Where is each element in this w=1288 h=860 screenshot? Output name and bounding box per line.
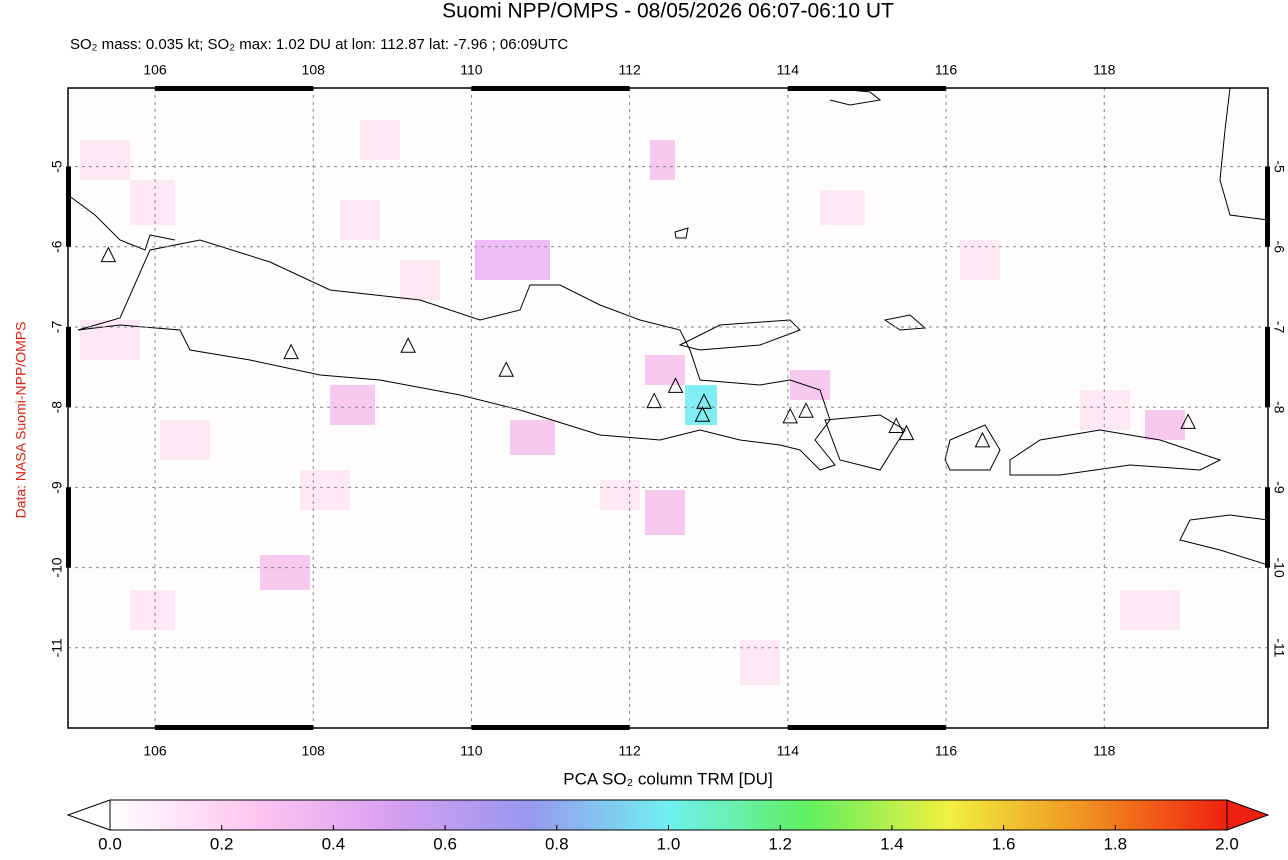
volcano bbox=[1180, 413, 1196, 429]
x-tick-label: 108 bbox=[302, 743, 326, 759]
x-tick-label: 106 bbox=[143, 743, 167, 759]
colorbar-tick-label: 2.0 bbox=[1215, 834, 1239, 853]
volcano bbox=[974, 431, 991, 448]
retrieval-pixels bbox=[260, 140, 1185, 590]
colorbar-tick-label: 1.6 bbox=[992, 834, 1016, 853]
volcano bbox=[283, 343, 299, 360]
colorbar-tick-label: 1.4 bbox=[880, 834, 904, 853]
map-frame bbox=[67, 87, 1269, 729]
y-tick-label: -5 bbox=[49, 160, 65, 173]
subtitle: SO₂ mass: 0.035 kt; SO₂ max: 1.02 DU at … bbox=[70, 36, 568, 53]
x-tick-label: 108 bbox=[302, 62, 326, 78]
volcano bbox=[694, 406, 711, 422]
colorbar-tick-label: 0.6 bbox=[433, 834, 457, 853]
x-tick-label: 112 bbox=[618, 62, 641, 78]
frame-band bbox=[1265, 166, 1270, 247]
colorbar-tick-label: 1.2 bbox=[768, 834, 792, 853]
y-tick-label: -5 bbox=[1271, 160, 1287, 173]
volcano bbox=[798, 402, 814, 418]
x-tick-label: 116 bbox=[935, 743, 958, 759]
title: Suomi NPP/OMPS - 08/05/2026 06:07-06:10 … bbox=[442, 0, 894, 23]
y-tick-label: -9 bbox=[49, 481, 65, 494]
colorbar-under bbox=[66, 799, 111, 831]
y-tick-label: -7 bbox=[1271, 321, 1287, 334]
y-tick-label: -8 bbox=[49, 401, 65, 414]
map-layer bbox=[68, 88, 1268, 728]
credit: Data: NASA Suomi-NPP/OMPS bbox=[13, 322, 29, 519]
x-tick-label: 118 bbox=[1093, 743, 1116, 759]
colorbar-tick-label: 1.8 bbox=[1103, 834, 1127, 853]
volcano bbox=[898, 424, 915, 441]
colorbar-tick-label: 0.8 bbox=[545, 834, 569, 853]
x-tick-label: 112 bbox=[618, 743, 641, 759]
frame-band bbox=[66, 487, 71, 568]
x-tick-label: 114 bbox=[777, 62, 800, 78]
volcano bbox=[696, 393, 712, 409]
frame-band bbox=[155, 725, 314, 730]
y-tick-label: -6 bbox=[49, 240, 65, 253]
y-tick-label: -11 bbox=[1271, 638, 1287, 657]
y-tick-label: -10 bbox=[49, 557, 65, 577]
colorbar-tick-label: 0.0 bbox=[98, 834, 122, 853]
x-tick-label: 118 bbox=[1093, 62, 1116, 78]
volcano bbox=[888, 417, 905, 433]
y-tick-label: -11 bbox=[49, 638, 65, 657]
y-tick-label: -8 bbox=[1271, 401, 1287, 414]
colorbar-tick-label: 0.4 bbox=[322, 834, 346, 853]
frame-band bbox=[155, 86, 314, 91]
volcano bbox=[646, 392, 662, 409]
x-tick-label: 116 bbox=[935, 62, 958, 78]
x-tick-label: 106 bbox=[143, 62, 167, 78]
retrieval-pixels bbox=[80, 120, 1180, 685]
frame-band bbox=[1265, 326, 1270, 408]
frame-band bbox=[1265, 487, 1270, 568]
y-tick-label: -7 bbox=[49, 321, 65, 334]
frame-band bbox=[787, 86, 947, 91]
volcano bbox=[667, 377, 684, 393]
volcano bbox=[400, 337, 416, 353]
colorbar-over bbox=[1226, 799, 1270, 831]
x-tick-label: 110 bbox=[460, 743, 483, 759]
frame-band bbox=[471, 86, 630, 91]
colorbar-tick-label: 0.2 bbox=[210, 834, 234, 853]
max-pixel bbox=[685, 385, 717, 425]
frame-band bbox=[66, 326, 71, 408]
volcano bbox=[100, 246, 117, 263]
colorbar-label: PCA SO₂ column TRM [DU] bbox=[563, 769, 772, 788]
frame-band bbox=[471, 725, 630, 730]
frame-band bbox=[787, 725, 947, 730]
volcano bbox=[782, 407, 799, 424]
x-tick-label: 110 bbox=[460, 62, 483, 78]
y-tick-label: -6 bbox=[1271, 241, 1287, 254]
y-tick-label: -9 bbox=[1271, 481, 1287, 494]
y-tick-label: -10 bbox=[1271, 557, 1287, 577]
frame-band bbox=[66, 166, 71, 247]
x-tick-label: 114 bbox=[777, 743, 800, 759]
colorbar-tick-label: 1.0 bbox=[657, 834, 681, 853]
volcano bbox=[498, 361, 515, 377]
map-background bbox=[68, 88, 1268, 728]
